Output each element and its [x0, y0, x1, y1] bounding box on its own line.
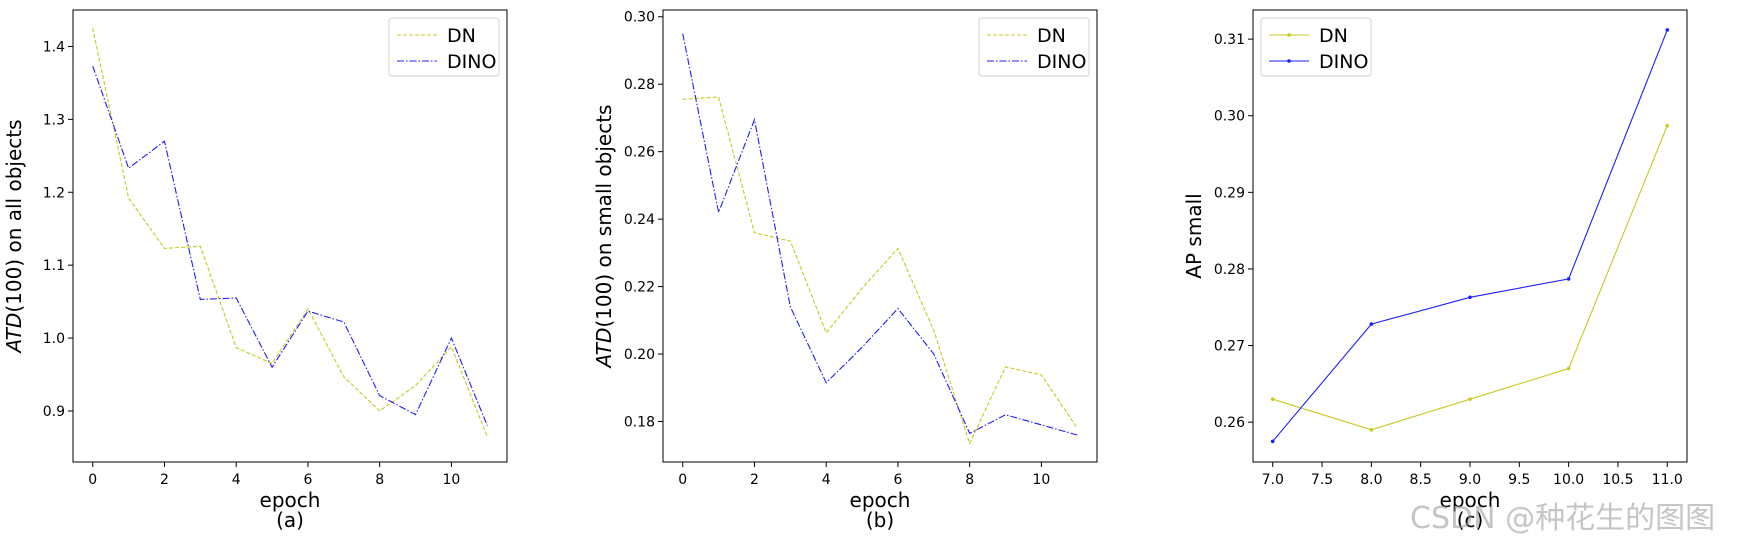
data-point-dn — [1468, 397, 1472, 401]
x-tick-label: 0 — [88, 472, 97, 488]
y-tick-label: 0.9 — [43, 404, 65, 420]
chart-panel-3: 7.0 7.5 8.0 8.5 9.0 9.5 10.0 10.5 11.0 0.26 0.27 0.… — [1182, 9, 1688, 532]
y-axis-label-text: (100) on small objects — [592, 105, 616, 328]
y-tick-label: 0.20 — [624, 347, 655, 363]
y-tick-label: 1.0 — [43, 331, 65, 347]
x-tick-label: 6 — [893, 472, 902, 488]
legend: DN DINO — [1260, 17, 1372, 77]
x-tick-label: 2 — [750, 472, 759, 488]
legend-label-dino: DINO — [1037, 51, 1086, 73]
x-tick-label: 9.5 — [1508, 472, 1530, 488]
legend-label-dino: DINO — [1319, 51, 1368, 73]
data-point-dn — [1369, 428, 1374, 432]
panel-label: (b) — [866, 508, 894, 532]
y-tick-label: 0.26 — [1214, 415, 1245, 431]
x-tick-label: 9.0 — [1459, 472, 1481, 488]
y-tick-label: 0.22 — [624, 280, 655, 296]
chart-panel-2: 0 2 4 6 8 10 0.18 0.20 0.22 0.24 0.26 0.28 0.30 epoch… — [592, 9, 1098, 532]
data-point-dino — [1270, 439, 1275, 444]
series-line-dn — [1272, 125, 1668, 431]
legend-marker-dn — [1287, 33, 1291, 37]
data-point-dn — [1270, 397, 1275, 401]
y-tick-label: 0.28 — [624, 77, 655, 93]
y-axis-label-text: AP small — [1182, 193, 1206, 278]
y-tick-label: 0.30 — [624, 10, 655, 26]
y-tick-label: 0.27 — [1214, 339, 1245, 355]
x-tick-label: 2 — [160, 472, 169, 488]
x-tick-label: 7.5 — [1311, 472, 1333, 488]
plot-area-frame — [72, 9, 508, 463]
y-tick-label: 1.1 — [43, 258, 65, 274]
data-point-dino — [1468, 295, 1472, 300]
y-tick-label: 0.26 — [624, 145, 655, 161]
plot-area-frame — [662, 9, 1098, 463]
x-tick-label: 8.5 — [1410, 472, 1432, 488]
y-tick-label: 0.18 — [624, 415, 655, 431]
y-tick-label: 1.3 — [43, 112, 65, 128]
x-tick-label: 10.5 — [1602, 472, 1633, 488]
legend: DN DINO — [978, 17, 1090, 77]
x-tick-label: 0 — [678, 472, 687, 488]
data-point-dn — [1665, 123, 1670, 128]
y-axis-label-text: (100) on all objects — [2, 119, 26, 312]
y-axis-label: AP small — [1182, 193, 1206, 278]
legend-label-dn: DN — [1319, 25, 1348, 47]
legend-label-dn: DN — [1037, 25, 1066, 47]
legend-label-dn: DN — [447, 25, 476, 47]
y-tick-label: 0.30 — [1214, 109, 1245, 125]
x-tick-label: 8.0 — [1360, 472, 1382, 488]
panel-label: (c) — [1457, 508, 1484, 532]
x-tick-label: 10 — [1032, 472, 1050, 488]
x-axis-label: epoch — [850, 488, 911, 512]
legend-marker-dino — [1287, 59, 1291, 63]
x-tick-label: 10 — [442, 472, 460, 488]
x-tick-label: 11.0 — [1652, 472, 1683, 488]
data-point-dino — [1566, 277, 1571, 281]
legend: DN DINO — [388, 17, 500, 77]
y-tick-label: 0.24 — [624, 212, 655, 228]
y-tick-label: 0.31 — [1214, 32, 1245, 48]
y-tick-label: 1.2 — [43, 185, 65, 201]
series-line-dn — [682, 96, 1078, 445]
panel-label: (a) — [276, 508, 304, 532]
series-line-dn — [92, 28, 488, 437]
x-tick-label: 8 — [375, 472, 384, 488]
y-axis-label-italic: ATD — [592, 328, 616, 370]
x-tick-label: 8 — [965, 472, 974, 488]
y-tick-label: 0.29 — [1214, 185, 1245, 201]
chart-panel-1: 0 2 4 6 8 10 0.9 1.0 1.1 1.2 1.3 1.4 epoch(a) ATD(100… — [2, 9, 508, 532]
x-tick-label: 4 — [232, 472, 241, 488]
data-point-dino — [1369, 322, 1374, 326]
x-axis-label: epoch — [260, 488, 321, 512]
y-tick-label: 0.28 — [1214, 262, 1245, 278]
legend-label-dino: DINO — [447, 51, 496, 73]
x-axis-label: epoch — [1440, 488, 1501, 512]
y-axis-label: ATD(100) on all objects — [2, 119, 26, 354]
x-tick-label: 10.0 — [1553, 472, 1584, 488]
data-point-dn — [1566, 366, 1571, 371]
x-tick-label: 7.0 — [1262, 472, 1284, 488]
y-axis-label-italic: ATD — [2, 313, 26, 355]
series-line-dino — [1272, 29, 1668, 442]
x-tick-label: 6 — [303, 472, 312, 488]
y-axis-label: ATD(100) on small objects — [592, 105, 616, 370]
series-line-dino — [682, 33, 1078, 436]
x-tick-label: 4 — [822, 472, 831, 488]
data-point-dino — [1665, 28, 1670, 32]
y-tick-label: 1.4 — [43, 39, 65, 55]
watermark-text: CSDN @种花生的图图 — [1410, 501, 1716, 536]
